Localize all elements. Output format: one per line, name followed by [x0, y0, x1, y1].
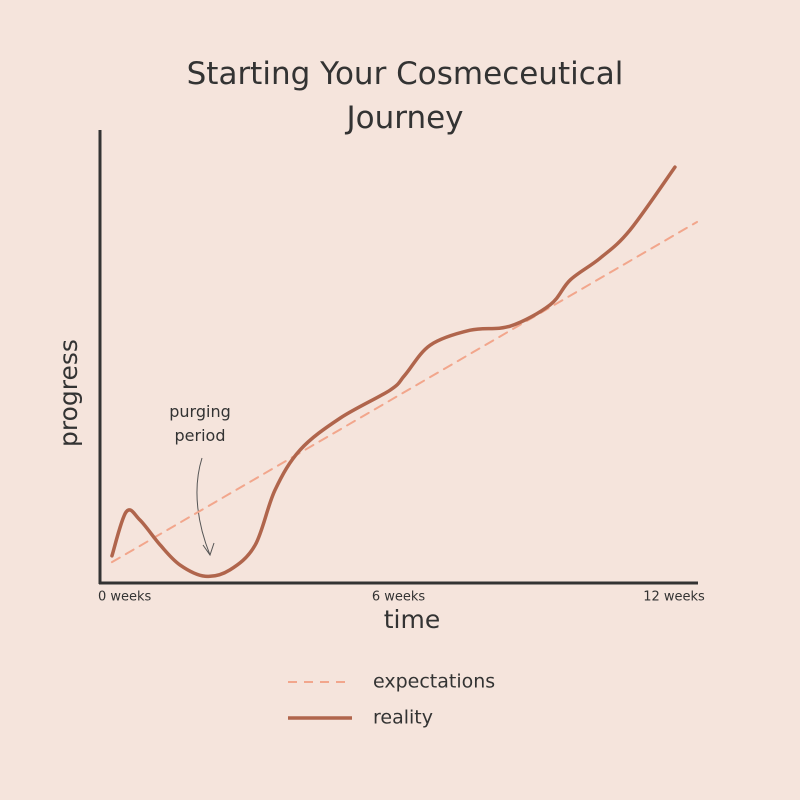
x-tick-label: 6 weeks	[372, 590, 426, 605]
x-tick-label: 12 weeks	[643, 590, 705, 605]
x-axis-label: time	[384, 605, 440, 634]
annotation-box: purging period	[169, 402, 231, 445]
annotation: purging period	[169, 402, 231, 445]
annotation-arrowhead	[202, 542, 215, 557]
chart-title: Starting Your Cosmeceutical Journey	[186, 56, 624, 136]
annotation-arrow	[196, 457, 211, 556]
legend-label: expectations	[373, 671, 495, 693]
x-tick-label: 0 weeks	[98, 590, 152, 605]
series-line	[110, 220, 698, 564]
y-axis-label: progress	[54, 339, 83, 447]
series-line	[110, 165, 677, 579]
legend-label: reality	[373, 707, 433, 729]
